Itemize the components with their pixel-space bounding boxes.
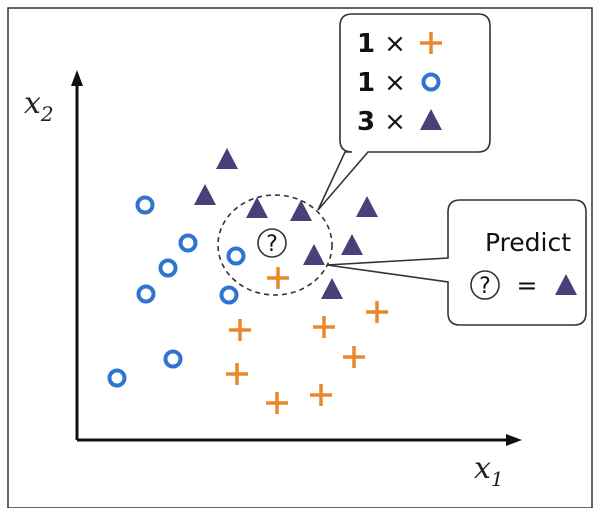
- predict-triangle-icon: [555, 274, 577, 295]
- predict-bubble: [326, 199, 587, 326]
- triangle-point: [246, 197, 268, 218]
- predict-title: Predict: [485, 228, 571, 257]
- triangle-point: [356, 196, 378, 217]
- query-circle: [257, 228, 287, 258]
- query-point: ?: [257, 228, 287, 258]
- count-plus-icon: [420, 32, 442, 54]
- callout-bubble: [317, 13, 491, 211]
- circle-point: [163, 349, 183, 369]
- x-axis-label: x1: [474, 451, 504, 491]
- circle-point: [226, 246, 246, 266]
- predict-equals: =: [517, 271, 538, 300]
- count-circle-icon: [421, 72, 441, 92]
- plus-point: [267, 267, 289, 289]
- plus-point: [313, 316, 335, 338]
- plus-point: [229, 319, 251, 341]
- triangle-point: [194, 184, 216, 205]
- circle-point: [136, 284, 156, 304]
- predict-result-triangle: [555, 274, 577, 295]
- plus-point: [343, 346, 365, 368]
- neighborhood-circle: [217, 194, 333, 296]
- circle-point: [178, 233, 198, 253]
- neighbor-count-callout: 1 × 1 × 3 ×: [317, 13, 491, 211]
- plus-point: [266, 392, 288, 414]
- triangle-point: [303, 244, 325, 265]
- circle-point: [219, 285, 239, 305]
- count-number: 3: [357, 107, 375, 137]
- plus-point: [366, 301, 388, 323]
- predict-callout: Predict ? =: [326, 199, 587, 326]
- y-axis-label: x2: [24, 86, 54, 126]
- count-number: 1: [357, 29, 375, 59]
- predict-query-mark: ?: [479, 274, 491, 299]
- count-rows: 1 × 1 × 3 ×: [357, 29, 442, 137]
- data-points: [107, 148, 388, 414]
- times-sign: ×: [384, 68, 406, 98]
- times-sign: ×: [384, 29, 406, 59]
- x-axis-arrow: [506, 434, 522, 446]
- plus-point: [310, 384, 332, 406]
- triangle-point: [341, 234, 363, 255]
- predict-query-circle: [470, 270, 500, 300]
- triangle-point: [321, 278, 343, 299]
- figure-frame: [7, 7, 593, 508]
- count-number: 1: [357, 68, 375, 98]
- circle-point: [158, 258, 178, 278]
- count-triangle-icon: [420, 109, 442, 130]
- circle-point: [135, 195, 155, 215]
- plus-point: [226, 363, 248, 385]
- times-sign: ×: [384, 107, 406, 137]
- query-mark: ?: [266, 232, 278, 257]
- triangle-point: [216, 148, 238, 169]
- triangle-point: [290, 200, 312, 221]
- circle-point: [107, 368, 127, 388]
- y-axis-arrow: [71, 70, 83, 86]
